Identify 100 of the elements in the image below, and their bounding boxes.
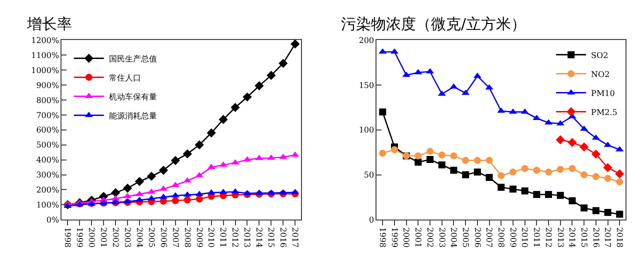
y-tick-label: 100% [36, 200, 60, 210]
y-tick-label: 0% [46, 215, 60, 224]
y-tick-label: 900% [36, 80, 60, 90]
legend-label: SO2 [591, 50, 608, 60]
x-tick-label: 2015 [266, 227, 276, 248]
x-tick-label: 2011 [218, 227, 228, 248]
chart-title: 增长率 [26, 15, 72, 33]
x-tick-label: 2011 [532, 227, 542, 248]
point [545, 168, 552, 176]
point [486, 174, 493, 181]
x-tick-label: 2009 [508, 227, 518, 248]
point [291, 188, 300, 194]
point [378, 48, 387, 54]
y-tick-label: 0 [369, 215, 374, 224]
x-tick-label: 2001 [99, 227, 108, 248]
chart-title: 污染物浓度（微克/立方米） [341, 15, 526, 33]
y-tick-label: 500% [36, 140, 60, 150]
x-tick-label: 2007 [170, 227, 180, 248]
point [194, 140, 204, 150]
legend-label: PM2.5 [591, 108, 618, 117]
point [545, 190, 552, 198]
point [604, 174, 612, 182]
point [521, 164, 528, 172]
point [474, 156, 481, 164]
point [438, 152, 446, 159]
point [616, 178, 624, 186]
x-tick-label: 2017 [603, 227, 612, 248]
point [580, 142, 589, 152]
x-tick-label: 2016 [591, 227, 600, 248]
y-tick-label: 1100% [31, 50, 60, 60]
legend-label: NO2 [591, 70, 610, 79]
x-tick-label: 2000 [402, 227, 411, 248]
point [390, 146, 398, 154]
y-tick-label: 700% [36, 110, 60, 120]
y-tick-label: 200 [358, 36, 374, 45]
x-tick-label: 2002 [110, 227, 120, 248]
x-tick-label: 2018 [615, 227, 624, 248]
y-tick-label: 600% [36, 126, 60, 135]
x-tick-label: 2012 [230, 227, 240, 248]
x-tick-label: 2008 [496, 227, 506, 248]
point [450, 166, 458, 174]
y-tick-label: 1200% [31, 36, 60, 45]
point [124, 192, 132, 198]
point [568, 197, 576, 204]
point [414, 158, 422, 166]
x-tick-label: 1999 [390, 227, 399, 248]
point [426, 148, 434, 155]
legend-label: 能源消耗总量 [108, 111, 157, 120]
x-tick-label: 2006 [472, 227, 482, 248]
point [146, 172, 156, 181]
x-tick-label: 2007 [484, 227, 494, 248]
legend-label: 国民生产总值 [108, 54, 157, 64]
point [207, 164, 216, 170]
point [450, 152, 458, 160]
point [426, 156, 434, 163]
point [556, 135, 565, 144]
point [243, 156, 252, 162]
y-tick-label: 100 [358, 126, 374, 135]
point [521, 187, 528, 194]
x-tick-label: 2000 [87, 227, 96, 248]
y-tick-label: 400% [36, 156, 60, 165]
x-tick-label: 2003 [122, 227, 132, 248]
x-tick-label: 2004 [134, 227, 144, 248]
point [580, 204, 588, 212]
x-tick-label: 2008 [182, 227, 192, 248]
point [438, 161, 446, 168]
point [111, 188, 120, 198]
point [474, 168, 481, 176]
point [159, 185, 168, 191]
x-tick-label: 2016 [278, 227, 288, 248]
point [255, 189, 264, 195]
x-tick-label: 2014 [254, 227, 264, 248]
point [462, 156, 470, 164]
point [254, 81, 264, 90]
x-tick-label: 2012 [544, 227, 553, 248]
point [509, 168, 516, 176]
point [592, 173, 600, 180]
point [158, 166, 168, 175]
point [498, 172, 505, 180]
point [379, 150, 386, 157]
point [290, 39, 300, 48]
x-tick-label: 2009 [194, 227, 204, 248]
y-tick-label: 800% [36, 96, 60, 105]
point [603, 163, 612, 172]
x-tick-label: 2013 [556, 227, 565, 248]
y-tick-label: 1000% [31, 66, 60, 75]
legend-label: 机动车保有量 [108, 92, 157, 102]
point [615, 169, 624, 178]
point [182, 149, 192, 158]
x-tick-label: 1999 [75, 227, 84, 248]
x-tick-label: 2013 [242, 227, 252, 248]
point [568, 164, 576, 172]
x-tick-label: 2015 [579, 227, 588, 248]
point [604, 208, 612, 216]
x-tick-label: 2014 [568, 227, 577, 248]
point [170, 156, 180, 166]
point [196, 195, 203, 202]
point [278, 58, 288, 68]
x-tick-label: 2010 [520, 227, 530, 248]
point [616, 210, 624, 218]
